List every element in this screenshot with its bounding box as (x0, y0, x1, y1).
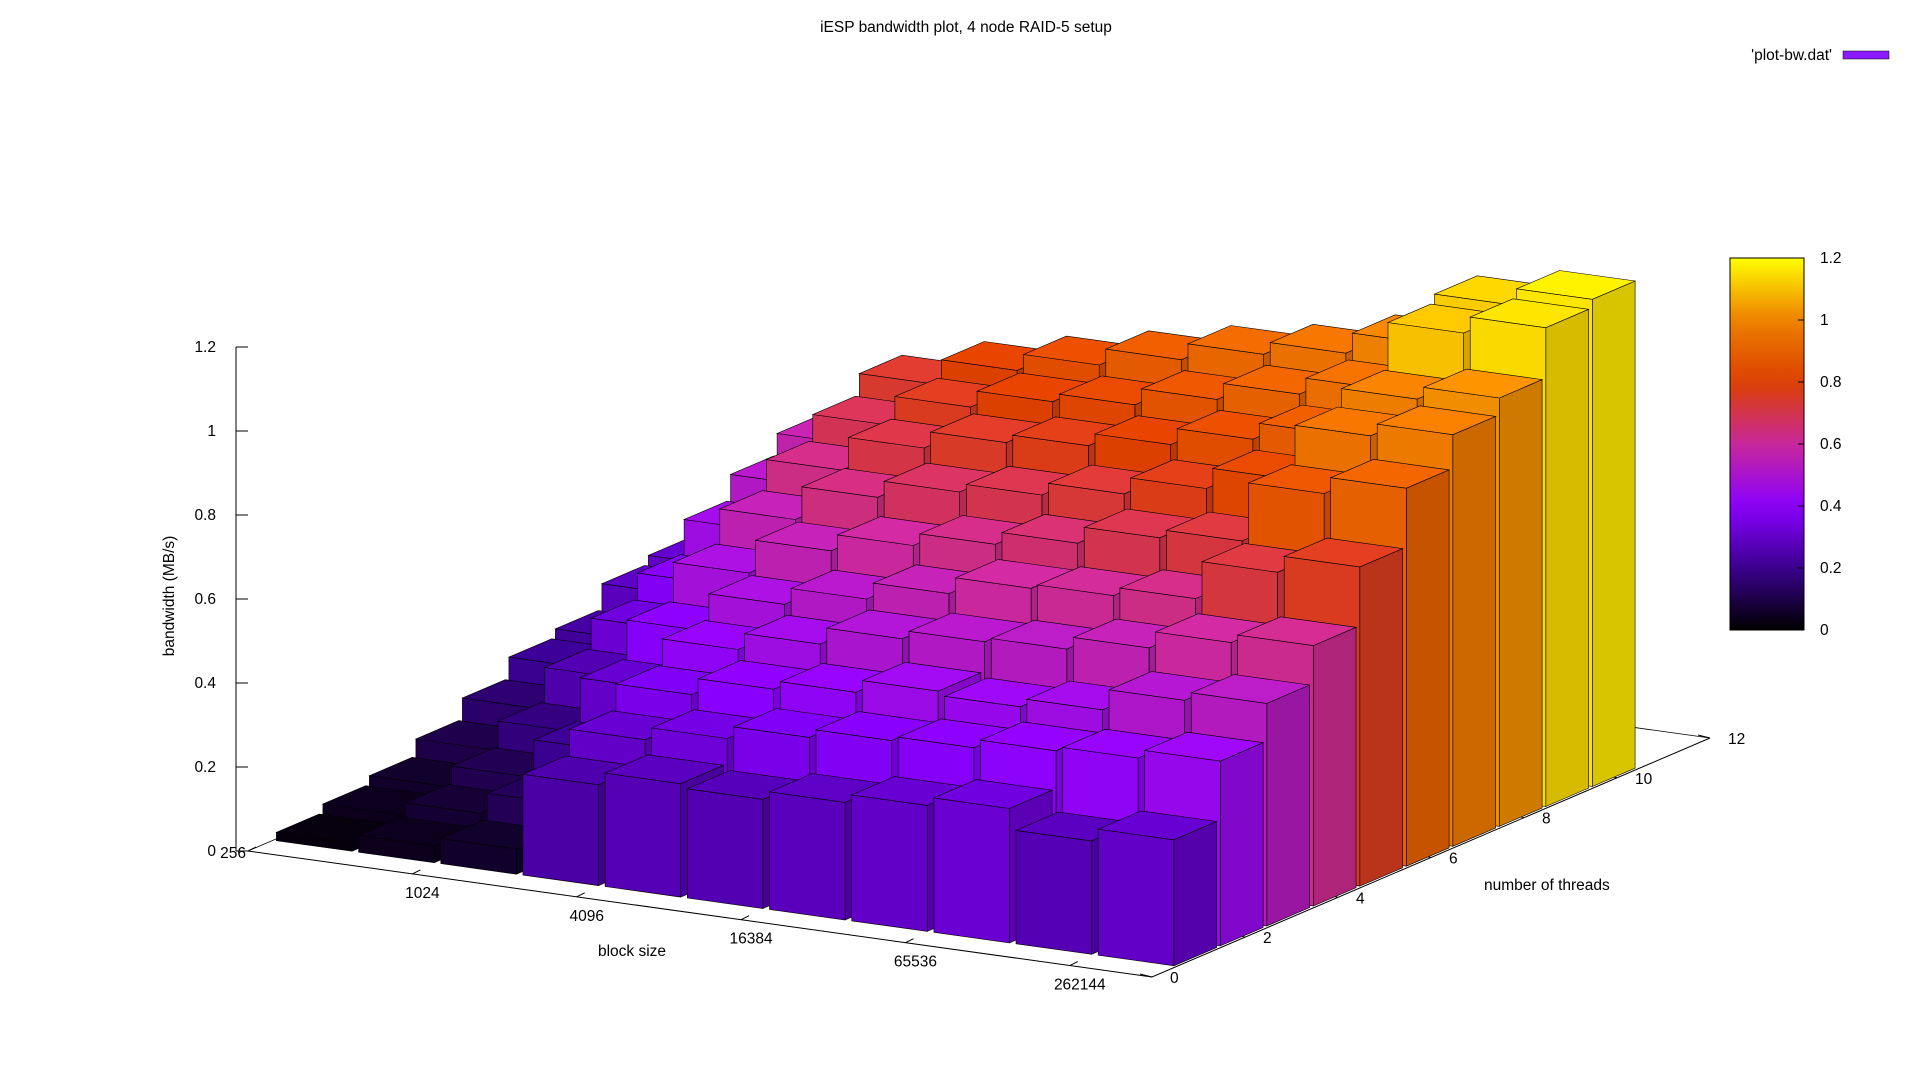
bar-side-face (1499, 379, 1543, 827)
bar-front-face (686, 788, 764, 909)
z-tick-label: 1.2 (194, 339, 216, 356)
colorbar-tick-label: 0 (1820, 622, 1829, 639)
bar-front-face (604, 772, 682, 898)
colorbar-tick-label: 0.6 (1820, 436, 1842, 453)
bar-top-face (861, 661, 983, 692)
z-tick-label: 0 (207, 843, 216, 860)
z-tick-label: 0.4 (194, 675, 216, 692)
x-tick-mark (1069, 961, 1079, 966)
colorbar-tick-label: 0.4 (1820, 498, 1842, 515)
bar-top-face (1422, 368, 1544, 399)
bar-front-face (1015, 830, 1092, 955)
colorbar: 0 0.2 0.4 0.6 0.8 1 1.2 (1729, 250, 1842, 639)
colorbar-tick-label: 0.2 (1820, 560, 1842, 577)
legend-swatch (1842, 50, 1890, 60)
z-tick-label: 1 (207, 423, 216, 440)
colorbar-tick-label: 1 (1820, 312, 1829, 329)
bar-top-face (932, 779, 1054, 809)
z-axis-label: bandwidth (MB/s) (161, 536, 178, 657)
bar-top-face (1143, 731, 1265, 762)
x-tick-mark (576, 892, 585, 898)
y-tick-label: 4 (1356, 890, 1365, 907)
chart-title: iESP bandwidth plot, 4 node RAID-5 setup (820, 19, 1112, 36)
x-tick-label: 262144 (1054, 977, 1106, 994)
bar-top-face (603, 754, 725, 785)
bar-side-face (1406, 469, 1450, 867)
y-tick-mark (1139, 973, 1153, 978)
x-tick-label: 1024 (405, 885, 440, 902)
bar-front-face (769, 791, 846, 921)
bar-side-face (1545, 308, 1589, 807)
z-tick-label: 0.6 (194, 591, 216, 608)
x-tick-label: 4096 (569, 908, 603, 925)
bar-front-face (851, 794, 928, 932)
bar-top-face (1329, 458, 1451, 489)
y-tick-label: 12 (1728, 731, 1745, 748)
y-axis-label: number of threads (1484, 877, 1610, 894)
x-tick-label: 16384 (730, 931, 773, 948)
bar-side-face (1592, 280, 1636, 787)
colorbar-tick-label: 0.8 (1820, 374, 1842, 391)
y-tick-label: 2 (1263, 930, 1272, 947)
y-tick-label: 0 (1170, 970, 1179, 987)
bar-top-face (1283, 537, 1404, 568)
legend-label: 'plot-bw.dat' (1751, 47, 1832, 64)
bar-side-face (1173, 821, 1217, 967)
bar-top-face (1515, 270, 1637, 300)
bar-top-face (1376, 405, 1497, 436)
bar-side-face (1313, 626, 1357, 907)
legend: 'plot-bw.dat' (1751, 47, 1890, 64)
bar-side-face (1359, 548, 1403, 887)
bar-side-face (1220, 742, 1264, 947)
x-tick-label: 256 (220, 845, 246, 862)
x-tick-mark (412, 869, 421, 875)
y-tick-label: 10 (1635, 771, 1653, 788)
bar-top-face (1097, 810, 1218, 841)
x-tick-mark (740, 915, 750, 921)
y-tick-label: 8 (1542, 811, 1551, 828)
bar-top-face (1236, 616, 1358, 646)
bar-side-face (1266, 684, 1310, 927)
bar-side-face (1452, 415, 1496, 847)
x-tick-mark (247, 846, 257, 852)
x-axis-label: block size (598, 943, 666, 960)
x-tick-mark (905, 938, 914, 944)
bar (1097, 810, 1218, 967)
bar-front-face (1097, 828, 1175, 967)
bars (275, 270, 1637, 967)
x-tick-label: 65536 (894, 954, 937, 971)
y-tick-label: 6 (1449, 851, 1458, 868)
y-tick-mark (1697, 734, 1711, 739)
colorbar-gradient (1729, 257, 1805, 631)
z-tick-label: 0.8 (194, 507, 216, 524)
bar-top-face (1469, 298, 1590, 329)
bar-front-face (933, 797, 1010, 944)
colorbar-tick-label: 1.2 (1820, 250, 1842, 267)
bar-top-face (1190, 674, 1311, 704)
z-tick-label: 0.2 (194, 759, 216, 776)
bar-front-face (522, 773, 599, 886)
